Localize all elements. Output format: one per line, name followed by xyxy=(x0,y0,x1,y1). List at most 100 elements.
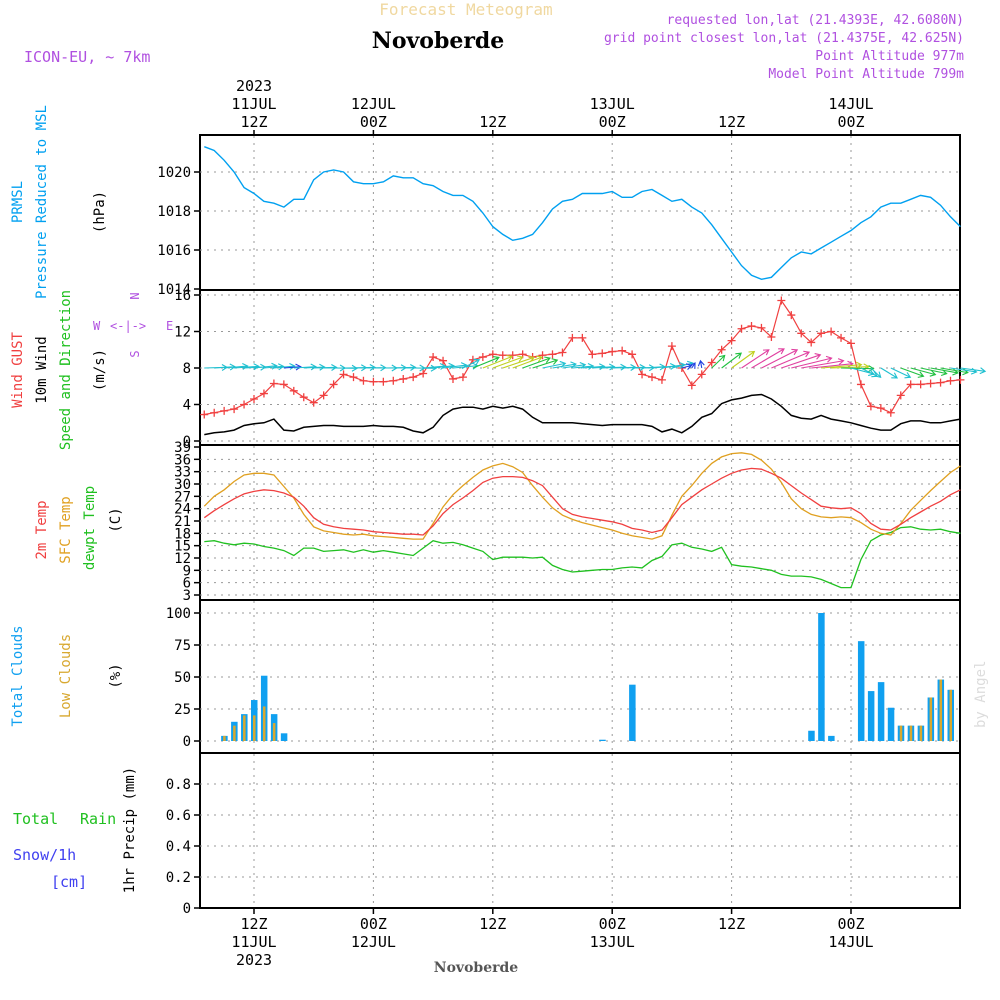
y-tick-label: 30 xyxy=(174,477,191,493)
wind-compass: W <-|-> E N S xyxy=(93,292,173,357)
bottom-time-label: 00Z xyxy=(360,915,387,933)
gust-marker xyxy=(946,376,955,385)
wind-arrow xyxy=(870,367,882,378)
y-tick-label: 1014 xyxy=(157,282,191,298)
precip-ylabel: 1hr Precip (mm) xyxy=(122,767,138,893)
gust-marker xyxy=(598,349,607,358)
y-tick-label: 3 xyxy=(183,588,191,604)
gust-marker xyxy=(269,379,278,388)
gust-marker xyxy=(498,351,507,360)
y-tick-label: 75 xyxy=(174,638,191,654)
wind-arrow xyxy=(771,350,811,369)
y-tick-label: 100 xyxy=(166,606,191,622)
wind-arrow xyxy=(761,348,799,369)
gust-marker xyxy=(458,373,467,382)
gust-marker xyxy=(409,373,418,382)
pressure-label-prmsl: PRMSL xyxy=(10,181,26,223)
y-tick-label: 12 xyxy=(174,325,191,341)
gust-marker xyxy=(896,391,905,400)
wind-gust-label: Wind GUST xyxy=(10,332,26,408)
gust-marker xyxy=(220,406,229,415)
total-clouds-label: Total Clouds xyxy=(10,625,26,726)
y-tick-label: 24 xyxy=(174,502,191,518)
gust-marker xyxy=(439,356,448,365)
wind-arrow xyxy=(512,355,543,369)
wind-arrow xyxy=(502,355,535,369)
total-cloud-bar xyxy=(887,707,895,741)
dewpoint-label: dewpt Temp xyxy=(82,486,98,570)
pressure-ylabel: (hPa) xyxy=(92,191,108,233)
wind10m-line xyxy=(204,393,961,436)
compass-south: S xyxy=(128,350,142,357)
y-tick-label: 0.2 xyxy=(166,870,191,886)
gust-marker xyxy=(667,342,676,351)
y-tick-label: 1016 xyxy=(157,243,191,259)
low-cloud-bar xyxy=(909,725,913,741)
prmsl-line xyxy=(204,146,961,281)
low-cloud-bar xyxy=(929,697,933,741)
top-time-label: 12Z xyxy=(479,113,506,131)
gust-marker xyxy=(797,329,806,338)
wind-arrow xyxy=(472,355,500,369)
gust-marker xyxy=(687,381,696,390)
gust-marker xyxy=(369,377,378,386)
y-tick-label: 6 xyxy=(183,576,191,592)
gust-marker xyxy=(240,400,249,409)
top-time-label: 00Z xyxy=(599,113,626,131)
wind-arrow xyxy=(572,363,595,370)
y-tick-label: 4 xyxy=(183,398,191,414)
gust-marker xyxy=(777,296,786,305)
y-tick-label: 33 xyxy=(174,465,191,481)
clouds-panel: Total Clouds Low Clouds (%) 0 25 50 75 100 xyxy=(10,599,961,754)
y-tick-label: 12 xyxy=(174,551,191,567)
location-title: Novoberde xyxy=(372,28,505,54)
dewpoint-line xyxy=(204,526,961,589)
wind-arrow xyxy=(462,358,481,369)
gust-line xyxy=(204,299,961,416)
gust-marker xyxy=(638,370,647,379)
wind-arrow xyxy=(801,358,845,369)
low-cloud-bar xyxy=(253,715,256,741)
gust-marker xyxy=(657,375,666,384)
y-tick-label: 25 xyxy=(174,702,191,718)
gust-marker xyxy=(648,373,656,382)
top-time-label: 2023 xyxy=(236,77,272,95)
compass-north: N xyxy=(128,292,142,299)
y-tick-label: 50 xyxy=(174,670,191,686)
wind-ylabel: (m/s) xyxy=(92,349,108,391)
gust-marker xyxy=(299,393,308,402)
y-tick-label: 0.6 xyxy=(166,808,191,824)
gust-marker xyxy=(319,391,328,400)
gust-marker xyxy=(847,339,855,348)
gust-marker xyxy=(289,386,298,395)
bottom-time-label: 14JUL xyxy=(828,933,873,951)
gust-marker xyxy=(936,378,945,387)
sfc-temp-line xyxy=(203,452,961,540)
rain-label: Rain xyxy=(80,810,116,828)
gust-marker xyxy=(429,353,438,362)
gust-marker xyxy=(379,377,388,386)
requested-point: requested lon,lat (21.4393E, 42.6080N) xyxy=(667,13,964,28)
gust-marker xyxy=(837,333,846,342)
gust-marker xyxy=(618,346,627,355)
wind-panel: Wind GUST 10m Wind Speed and Direction (… xyxy=(10,288,987,450)
wind-arrow xyxy=(293,363,317,371)
y-tick-label: 8 xyxy=(183,361,191,377)
gust-marker xyxy=(399,374,408,383)
y-tick-label: 0 xyxy=(183,434,191,450)
wind-arrow xyxy=(791,355,833,369)
wind-direction-label: Speed and Direction xyxy=(58,290,74,450)
wind-arrow xyxy=(689,362,696,369)
wind-arrow xyxy=(741,349,770,369)
total-cloud-bar xyxy=(808,730,815,741)
top-time-label: 00Z xyxy=(360,113,387,131)
total-cloud-bar xyxy=(599,739,606,741)
top-time-label: 00Z xyxy=(837,113,864,131)
low-cloud-bar xyxy=(243,715,246,741)
y-tick-label: 1020 xyxy=(157,165,191,181)
wind-arrow xyxy=(960,367,987,375)
low-clouds-label: Low Clouds xyxy=(58,634,74,718)
gust-marker xyxy=(876,404,885,413)
